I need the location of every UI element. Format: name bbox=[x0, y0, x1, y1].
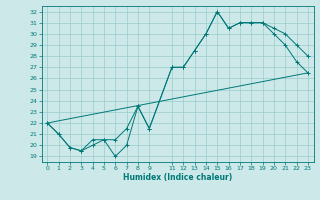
X-axis label: Humidex (Indice chaleur): Humidex (Indice chaleur) bbox=[123, 173, 232, 182]
